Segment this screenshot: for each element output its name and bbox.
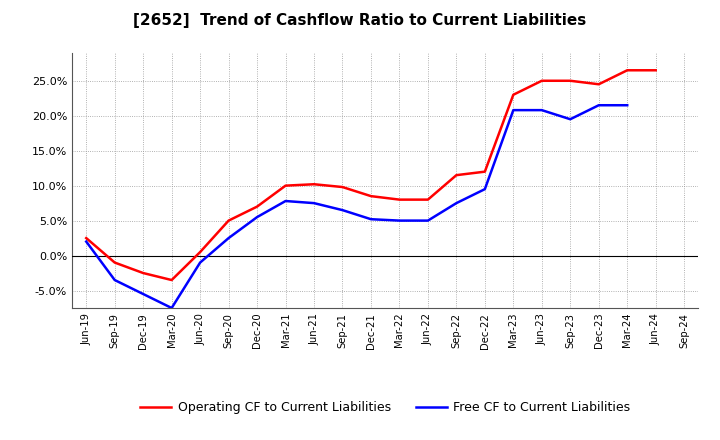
Line: Operating CF to Current Liabilities: Operating CF to Current Liabilities <box>86 70 656 280</box>
Free CF to Current Liabilities <box>566 117 575 122</box>
Free CF to Current Liabilities <box>282 198 290 204</box>
Text: [2652]  Trend of Cashflow Ratio to Current Liabilities: [2652] Trend of Cashflow Ratio to Curren… <box>133 13 587 28</box>
Free CF to Current Liabilities <box>196 260 204 265</box>
Operating CF to Current Liabilities <box>167 277 176 282</box>
Operating CF to Current Liabilities <box>395 197 404 202</box>
Operating CF to Current Liabilities <box>225 218 233 223</box>
Free CF to Current Liabilities <box>537 107 546 113</box>
Operating CF to Current Liabilities <box>423 197 432 202</box>
Free CF to Current Liabilities <box>623 103 631 108</box>
Operating CF to Current Liabilities <box>253 204 261 209</box>
Operating CF to Current Liabilities <box>310 182 318 187</box>
Free CF to Current Liabilities <box>110 277 119 282</box>
Operating CF to Current Liabilities <box>338 184 347 190</box>
Free CF to Current Liabilities <box>452 201 461 206</box>
Free CF to Current Liabilities <box>338 208 347 213</box>
Free CF to Current Liabilities <box>423 218 432 223</box>
Operating CF to Current Liabilities <box>282 183 290 188</box>
Free CF to Current Liabilities <box>509 107 518 113</box>
Operating CF to Current Liabilities <box>82 235 91 241</box>
Operating CF to Current Liabilities <box>196 249 204 255</box>
Operating CF to Current Liabilities <box>623 68 631 73</box>
Operating CF to Current Liabilities <box>139 271 148 276</box>
Operating CF to Current Liabilities <box>480 169 489 174</box>
Free CF to Current Liabilities <box>480 187 489 192</box>
Free CF to Current Liabilities <box>82 239 91 244</box>
Operating CF to Current Liabilities <box>652 68 660 73</box>
Operating CF to Current Liabilities <box>110 260 119 265</box>
Free CF to Current Liabilities <box>395 218 404 223</box>
Operating CF to Current Liabilities <box>595 82 603 87</box>
Line: Free CF to Current Liabilities: Free CF to Current Liabilities <box>86 105 627 308</box>
Free CF to Current Liabilities <box>139 291 148 297</box>
Free CF to Current Liabilities <box>595 103 603 108</box>
Operating CF to Current Liabilities <box>452 172 461 178</box>
Free CF to Current Liabilities <box>253 214 261 220</box>
Operating CF to Current Liabilities <box>366 194 375 199</box>
Legend: Operating CF to Current Liabilities, Free CF to Current Liabilities: Operating CF to Current Liabilities, Fre… <box>135 396 635 419</box>
Operating CF to Current Liabilities <box>537 78 546 84</box>
Operating CF to Current Liabilities <box>566 78 575 84</box>
Free CF to Current Liabilities <box>310 201 318 206</box>
Free CF to Current Liabilities <box>366 216 375 222</box>
Free CF to Current Liabilities <box>225 235 233 241</box>
Operating CF to Current Liabilities <box>509 92 518 97</box>
Free CF to Current Liabilities <box>167 305 176 311</box>
